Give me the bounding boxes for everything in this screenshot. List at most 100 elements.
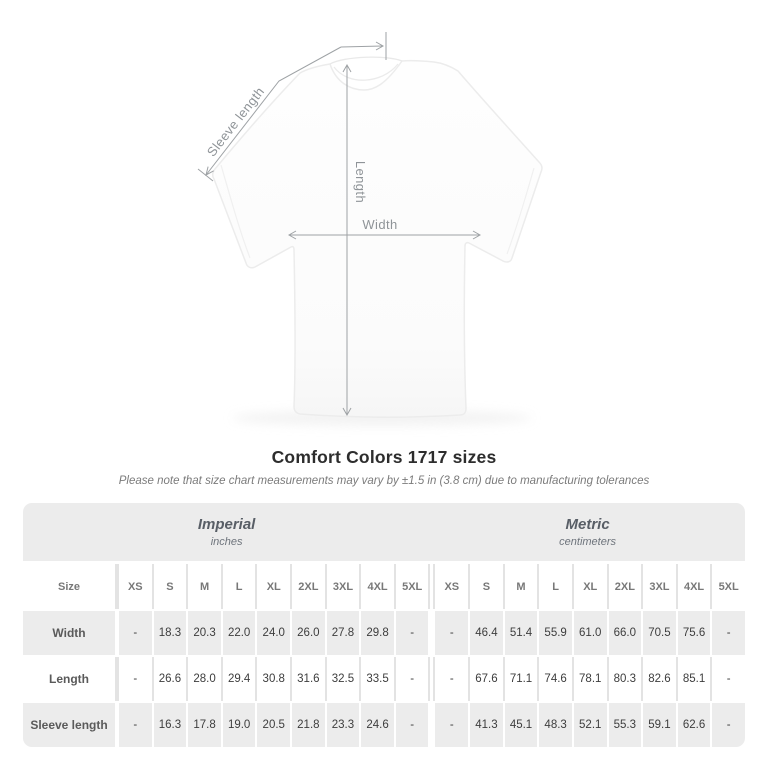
- tshirt-svg: Sleeve length Length Width: [197, 32, 543, 426]
- value-cell: 27.8: [326, 611, 360, 655]
- group-divider: [430, 703, 434, 747]
- table-row: Width -18.3 20.3 22.0 24.0 26.0 27.8 29.8- -46.4…: [23, 611, 745, 655]
- length-annotation: [342, 63, 352, 417]
- size-col-header: S: [153, 564, 187, 609]
- left-cuff-seam: [220, 164, 251, 259]
- value-cell: 20.3: [188, 611, 221, 655]
- size-col-header: XL: [573, 564, 607, 609]
- size-col-header: S: [470, 564, 503, 609]
- size-col-header: XS: [119, 564, 152, 609]
- value-cell: 71.1: [504, 657, 538, 701]
- table-row: Sleeve length -16.3 17.8 19.0 20.5 21.8 23.3 24…: [23, 703, 745, 747]
- page-title: Comfort Colors 1717 sizes: [271, 447, 497, 467]
- size-col-header: 5XL: [395, 564, 429, 609]
- value-cell: 20.5: [257, 703, 291, 747]
- value-cell: -: [119, 611, 152, 655]
- value-cell: 48.3: [539, 703, 572, 747]
- size-header-row: Size XS S M L XL 2XL 3XL 4XL 5XL XS S M L XL 2XL 3XL 4XL 5…: [23, 564, 745, 609]
- value-cell: -: [395, 611, 429, 655]
- value-cell: -: [712, 703, 745, 747]
- value-cell: -: [119, 657, 152, 701]
- size-col-header: 5XL: [712, 564, 745, 609]
- metric-group-header: Metric centimeters: [430, 503, 745, 561]
- tshirt-shape: [211, 59, 543, 418]
- value-cell: -: [712, 657, 745, 701]
- value-cell: -: [395, 703, 429, 747]
- value-cell: -: [435, 657, 469, 701]
- value-cell: 19.0: [222, 703, 256, 747]
- value-cell: 28.0: [188, 657, 221, 701]
- table-row: Length -26.6 28.0 29.4 30.8 31.6 32.5 33.5- -67.…: [23, 657, 745, 701]
- value-cell: 70.5: [643, 611, 676, 655]
- metric-label: Metric: [565, 516, 610, 533]
- size-col-header: M: [188, 564, 221, 609]
- size-col-header: 2XL: [608, 564, 642, 609]
- value-cell: -: [395, 657, 429, 701]
- value-cell: 80.3: [608, 657, 642, 701]
- size-col-header: XL: [257, 564, 291, 609]
- width-annotation: [287, 230, 482, 240]
- row-label: Sleeve length: [23, 703, 115, 747]
- size-col-header: L: [539, 564, 572, 609]
- value-cell: 59.1: [643, 703, 676, 747]
- width-label: Width: [362, 217, 397, 232]
- value-cell: 61.0: [573, 611, 607, 655]
- size-col-header: 4XL: [677, 564, 711, 609]
- size-col-header: 2XL: [292, 564, 325, 609]
- value-cell: 45.1: [504, 703, 538, 747]
- value-cell: 17.8: [188, 703, 221, 747]
- value-cell: -: [712, 611, 745, 655]
- group-divider: [430, 611, 434, 655]
- value-cell: 46.4: [470, 611, 503, 655]
- value-cell: 78.1: [573, 657, 607, 701]
- collar-rim: [333, 63, 399, 81]
- value-cell: 26.6: [153, 657, 187, 701]
- value-cell: 29.8: [361, 611, 394, 655]
- value-cell: -: [435, 611, 469, 655]
- size-col-header: 3XL: [326, 564, 360, 609]
- value-cell: 85.1: [677, 657, 711, 701]
- value-cell: 55.9: [539, 611, 572, 655]
- value-cell: 67.6: [470, 657, 503, 701]
- unit-group-band: Imperial inches Metric centimeters: [23, 503, 745, 561]
- row-label: Width: [23, 611, 115, 655]
- row-label: Length: [23, 657, 115, 701]
- value-cell: 29.4: [222, 657, 256, 701]
- collar-back-edge: [329, 56, 403, 65]
- value-cell: 26.0: [292, 611, 325, 655]
- value-cell: 18.3: [153, 611, 187, 655]
- size-table-grid: Size XS S M L XL 2XL 3XL 4XL 5XL XS S M L XL 2XL 3XL 4XL 5…: [23, 564, 745, 747]
- value-cell: 24.6: [361, 703, 394, 747]
- heading-block: Comfort Colors 1717 sizes Please note th…: [0, 447, 768, 487]
- size-table: Imperial inches Metric centimeters Size X…: [23, 503, 745, 747]
- size-col-header: L: [222, 564, 256, 609]
- value-cell: 52.1: [573, 703, 607, 747]
- value-cell: 32.5: [326, 657, 360, 701]
- sleeve-length-annotation: [197, 32, 387, 182]
- value-cell: 31.6: [292, 657, 325, 701]
- imperial-unit: inches: [210, 536, 243, 548]
- value-cell: 66.0: [608, 611, 642, 655]
- value-cell: 22.0: [222, 611, 256, 655]
- value-cell: -: [435, 703, 469, 747]
- value-cell: 41.3: [470, 703, 503, 747]
- imperial-label: Imperial: [197, 516, 256, 533]
- group-divider: [430, 657, 434, 701]
- value-cell: 62.6: [677, 703, 711, 747]
- value-cell: 24.0: [257, 611, 291, 655]
- value-cell: 75.6: [677, 611, 711, 655]
- group-divider: [430, 564, 434, 609]
- size-col-header: M: [504, 564, 538, 609]
- value-cell: 33.5: [361, 657, 394, 701]
- row-label: Size: [23, 564, 115, 609]
- value-cell: 51.4: [504, 611, 538, 655]
- value-cell: 55.3: [608, 703, 642, 747]
- value-cell: 30.8: [257, 657, 291, 701]
- metric-unit: centimeters: [559, 536, 617, 548]
- size-col-header: XS: [435, 564, 469, 609]
- size-col-header: 4XL: [361, 564, 394, 609]
- value-cell: -: [119, 703, 152, 747]
- value-cell: 82.6: [643, 657, 676, 701]
- right-cuff-seam: [506, 167, 535, 255]
- value-cell: 21.8: [292, 703, 325, 747]
